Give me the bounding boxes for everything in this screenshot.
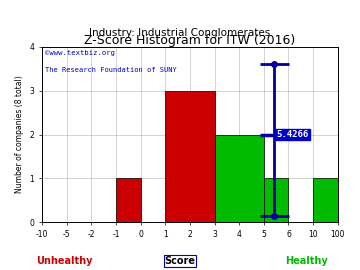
Bar	[116, 178, 141, 222]
Text: 5.4266: 5.4266	[277, 130, 309, 139]
Text: Healthy: Healthy	[285, 256, 327, 266]
Text: The Research Foundation of SUNY: The Research Foundation of SUNY	[45, 67, 176, 73]
Text: Score: Score	[165, 256, 195, 266]
Text: Industry: Industrial Conglomerates: Industry: Industrial Conglomerates	[89, 28, 271, 38]
Title: Z-Score Histogram for ITW (2016): Z-Score Histogram for ITW (2016)	[84, 34, 296, 47]
Text: Unhealthy: Unhealthy	[37, 256, 93, 266]
Bar	[215, 134, 264, 222]
Text: ©www.textbiz.org: ©www.textbiz.org	[45, 50, 114, 56]
Bar	[313, 178, 338, 222]
Bar	[165, 91, 215, 222]
Y-axis label: Number of companies (8 total): Number of companies (8 total)	[15, 76, 24, 193]
Bar	[264, 178, 288, 222]
